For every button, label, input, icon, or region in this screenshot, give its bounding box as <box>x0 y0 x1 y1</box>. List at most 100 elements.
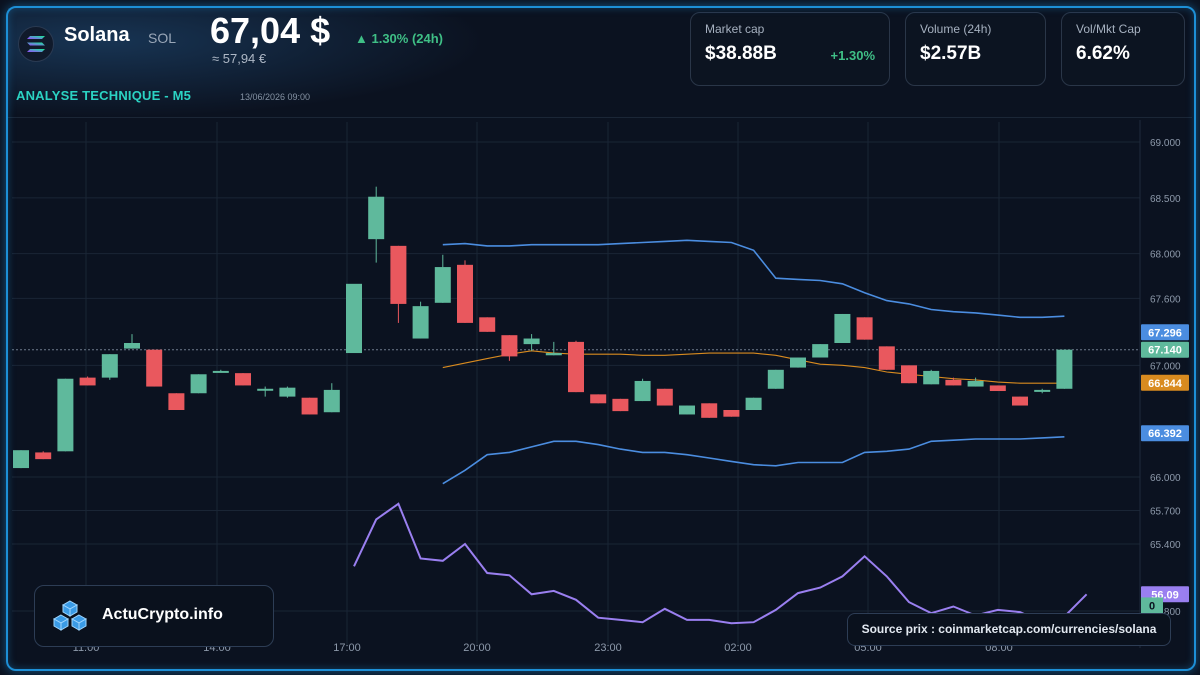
candle <box>368 186 385 263</box>
candle-body <box>634 380 651 402</box>
header-glow <box>8 8 488 118</box>
price-tick-label: 65.400 <box>1150 540 1181 551</box>
price-tick-label: 67.000 <box>1150 361 1181 372</box>
vol-mkt-cap-label: Vol/Mkt Cap <box>1076 22 1141 36</box>
price-tag: 66.392 <box>1141 425 1189 442</box>
candle-body <box>945 379 962 386</box>
candle <box>745 397 762 411</box>
market-cap-change: +1.30% <box>830 48 875 63</box>
candle-body <box>346 283 362 354</box>
price-tag-bg <box>1141 341 1189 358</box>
candle <box>235 373 251 386</box>
candle-body <box>590 394 607 404</box>
candle-body <box>523 338 540 345</box>
candle-body <box>434 267 451 303</box>
candle <box>212 369 229 373</box>
candle <box>1012 396 1028 406</box>
candle-body <box>812 344 829 358</box>
candle-body <box>656 388 673 406</box>
candle-body <box>834 313 851 344</box>
price-tick-label: 66.000 <box>1150 473 1181 484</box>
volume-value: $2.57B <box>920 43 982 64</box>
price-tag-bg <box>1141 374 1189 391</box>
volume-label: Volume (24h) <box>920 22 992 36</box>
candle <box>346 283 362 354</box>
price-tick-label: 65.700 <box>1150 507 1181 518</box>
candle-body <box>723 410 740 417</box>
price-tag: 67.140 <box>1141 341 1189 358</box>
candle <box>168 393 185 411</box>
bollinger-lower-line <box>442 436 1065 485</box>
brand-name: ActuCrypto.info <box>102 606 223 623</box>
candle <box>812 344 829 358</box>
candle <box>146 349 163 387</box>
candle-body <box>479 317 496 332</box>
candle <box>190 374 207 394</box>
price-tick-labels: 69.000 68.500 68.000 67.600 67.000 66.000 65.7… <box>1150 138 1181 618</box>
candle-body <box>35 452 52 460</box>
price-tag-text: 67.296 <box>1148 327 1182 339</box>
candle <box>790 357 806 368</box>
candle-body <box>1056 349 1073 389</box>
candle <box>545 341 562 356</box>
candle-body <box>901 365 917 384</box>
candle-body <box>79 377 96 386</box>
candle <box>656 388 673 406</box>
coin-ticker: SOL <box>148 30 177 46</box>
zero-tag-bg <box>1141 597 1163 614</box>
header-divider <box>8 117 1192 118</box>
vol-mkt-cap-value: 6.62% <box>1076 43 1130 64</box>
candle-body <box>13 450 29 469</box>
price-tag-bg <box>1141 425 1189 442</box>
time-tick-label: 17:00 <box>333 642 361 654</box>
price-tick-label: 64.800 <box>1150 607 1181 618</box>
candle <box>323 383 340 413</box>
candle-body <box>146 349 163 387</box>
rsi-line <box>353 502 1088 625</box>
volume-card: Volume (24h) $2.57B <box>905 12 1046 86</box>
candles <box>13 186 1073 469</box>
candle <box>967 377 984 387</box>
coin-name: Solana <box>64 24 130 46</box>
zero-tag: 0 <box>1141 597 1163 614</box>
candle <box>723 410 740 417</box>
candle-body <box>457 264 473 323</box>
zero-tag-text: 0 <box>1149 600 1155 612</box>
candle <box>301 397 318 415</box>
cubes-icon <box>51 599 89 638</box>
candle <box>878 346 895 370</box>
candle-body <box>101 354 118 378</box>
market-cap-value: $38.88B <box>705 43 777 64</box>
candle <box>1056 349 1073 389</box>
candle <box>923 369 940 385</box>
candle-body <box>967 380 984 387</box>
brand-badge: ActuCrypto.info <box>34 585 274 647</box>
candle-body <box>168 393 185 411</box>
candle-body <box>679 405 695 415</box>
candle <box>901 365 917 384</box>
candle <box>124 334 140 349</box>
candle <box>834 313 851 344</box>
price-eur: ≈ 57,94 € <box>212 51 267 66</box>
candle <box>945 377 962 386</box>
candle <box>257 386 274 397</box>
candle <box>35 451 52 460</box>
vol-mkt-cap-card: Vol/Mkt Cap 6.62% <box>1061 12 1185 86</box>
price-tick-label: 69.000 <box>1150 138 1181 149</box>
candle-body <box>124 343 140 349</box>
price-tick-label: 68.500 <box>1150 194 1181 205</box>
market-cap-card: Market cap $38.88B +1.30% <box>690 12 890 86</box>
candle-body <box>368 196 385 240</box>
candle-body <box>545 353 562 356</box>
candle <box>457 260 473 323</box>
candle <box>523 334 540 351</box>
price-tag: 66.844 <box>1141 374 1189 391</box>
price-tag-text: 66.392 <box>1148 428 1182 440</box>
candle <box>590 394 607 404</box>
candle-body <box>767 369 784 389</box>
market-cap-label: Market cap <box>705 22 765 36</box>
candle <box>390 245 407 323</box>
bollinger-upper-line <box>442 239 1065 319</box>
candle <box>701 403 718 418</box>
time-tick-label: 20:00 <box>463 642 491 654</box>
